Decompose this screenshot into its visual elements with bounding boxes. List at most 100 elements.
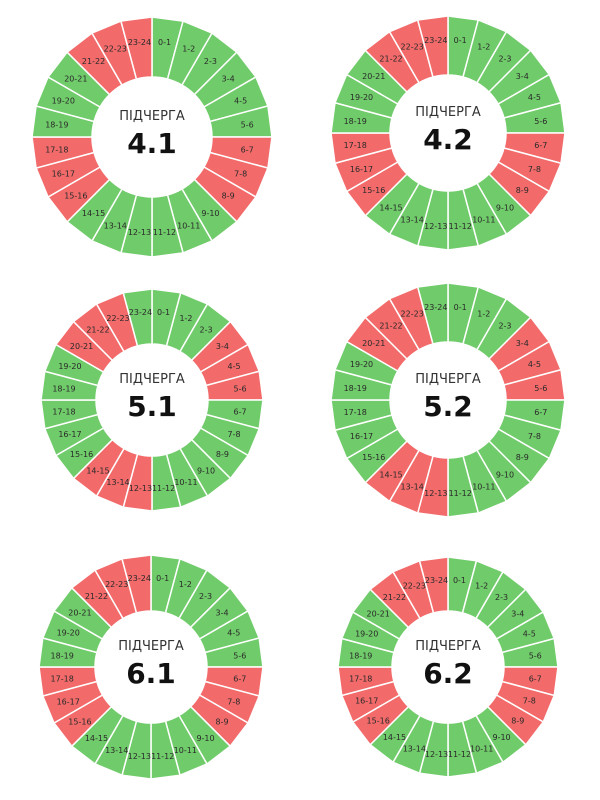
group-number: 4.2 [423,123,473,156]
segment-label: 23-24 [128,574,151,583]
segment-label: 3-4 [216,608,229,617]
chart-title: ПІДЧЕРГА [415,372,481,387]
segment-label: 16-17 [355,697,378,706]
segment-label: 19-20 [57,629,80,638]
segment-label: 4-5 [227,629,240,638]
schedule-chart-6-2: 0-1 1-2 2-33-4 4-5 5-6 6-7 7-8 8-99-10 10-1111-1… [337,556,559,778]
segment-label: 9-10 [496,470,514,479]
segment-label: 2-3 [495,593,508,602]
segment-label: 3-4 [516,72,529,81]
segment-label: 6-7 [233,675,246,684]
segment-label: 18-19 [344,117,367,126]
segment-label: 4-5 [523,629,536,638]
segment-label: 1-2 [477,310,490,319]
segment-label: 5-6 [534,384,547,393]
segment-23-24-off [416,15,449,78]
segment-label: 14-15 [86,466,109,475]
segment-23-24-on [122,288,153,347]
segment-label: 18-19 [52,384,75,393]
segment-label: 9-10 [197,466,215,475]
segment-label: 20-21 [362,339,385,348]
segment-label: 16-17 [350,165,373,174]
segment-label: 14-15 [82,209,105,218]
segment-label: 1-2 [475,582,488,591]
segment-label: 11-12 [449,489,472,498]
segment-label: 18-19 [51,651,74,660]
segment-label: 7-8 [227,697,240,706]
segment-label: 13-14 [401,215,424,224]
segment-label: 17-18 [349,674,372,683]
segment-label: 3-4 [516,339,529,348]
segment-label: 14-15 [379,470,402,479]
segment-label: 21-22 [85,592,108,601]
segment-label: 10-11 [177,222,200,231]
chart-title: ПІДЧЕРГА [415,105,481,120]
segment-label: 8-9 [222,191,235,200]
segment-label: 5-6 [529,652,542,661]
center-hole [96,344,208,456]
segment-label: 11-12 [448,750,471,759]
segment-label: 19-20 [58,362,81,371]
segment-label: 20-21 [362,72,385,81]
segment-label: 0-1 [158,38,171,47]
segment-label: 11-12 [153,228,176,237]
segment-label: 6-7 [241,146,254,155]
segment-label: 20-21 [367,609,390,618]
segment-label: 2-3 [200,326,213,335]
segment-label: 9-10 [201,209,219,218]
segment-label: 21-22 [383,593,406,602]
schedule-chart-4-2: 0-1 1-2 2-3 3-4 4-5 5-6 6-7 7-8 8-99-1010-1111-1… [330,15,566,251]
center-hole [390,342,506,458]
segment-label: 13-14 [403,744,426,753]
segment-label: 9-10 [496,203,514,212]
segment-label: 12-13 [128,228,151,237]
segment-label: 17-18 [344,141,367,150]
segment-label: 4-5 [228,362,241,371]
segment-label: 23-24 [129,308,152,317]
segment-label: 15-16 [367,717,390,726]
segment-23-24-off [121,554,152,614]
center-hole [392,611,504,723]
segment-label: 7-8 [528,165,541,174]
segment-label: 4-5 [528,93,541,102]
segment-label: 9-10 [196,734,214,743]
segment-label: 0-1 [454,303,467,312]
segment-label: 6-7 [234,408,247,417]
segment-label: 18-19 [344,384,367,393]
segment-label: 1-2 [179,314,192,323]
segment-label: 1-2 [182,44,195,53]
segment-label: 10-11 [472,215,495,224]
segment-23-24-off [119,16,153,80]
segment-label: 16-17 [58,430,81,439]
segment-label: 23-24 [424,36,447,45]
segment-label: 11-12 [152,484,175,493]
segment-label: 18-19 [349,652,372,661]
segment-label: 2-3 [204,57,217,66]
group-number: 5.2 [423,390,473,423]
segment-label: 18-19 [45,120,68,129]
chart-title: ПІДЧЕРГА [118,639,184,654]
segment-label: 13-14 [105,746,128,755]
segment-label: 6-7 [534,141,547,150]
segment-label: 22-23 [106,314,129,323]
segment-label: 23-24 [424,303,447,312]
segment-label: 22-23 [401,43,424,52]
chart-title: ПІДЧЕРГА [119,109,185,124]
segment-label: 1-2 [477,43,490,52]
segment-label: 22-23 [403,582,426,591]
center-hole [95,611,207,723]
segment-label: 14-15 [383,733,406,742]
schedule-chart-4-1: 0-1 1-2 2-3 3-4 4-5 5-6 6-7 7-8 8-99-1010-1111-1… [31,16,273,258]
segment-label: 12-13 [425,750,448,759]
segment-label: 2-3 [199,592,212,601]
center-hole [92,77,212,197]
group-number: 4.1 [127,127,177,160]
segment-label: 23-24 [128,38,151,47]
segment-label: 9-10 [492,733,510,742]
segment-label: 1-2 [179,580,192,589]
segment-label: 8-9 [216,718,229,727]
segment-label: 15-16 [70,450,93,459]
segment-label: 21-22 [82,57,105,66]
segment-label: 5-6 [241,120,254,129]
segment-label: 20-21 [68,608,91,617]
